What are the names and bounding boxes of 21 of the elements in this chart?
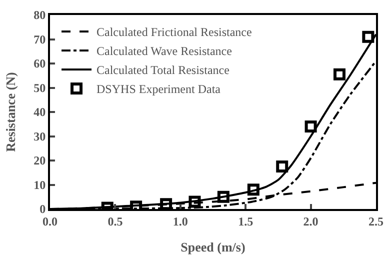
y-tick-label: 20 [34, 154, 46, 168]
y-axis-title: Resistance (N) [3, 72, 18, 152]
x-tick-label: 2.0 [303, 214, 318, 228]
y-tick-label: 30 [34, 129, 46, 144]
legend-label: Calculated Frictional Resistance [96, 25, 252, 40]
x-tick-label: 0.0 [42, 214, 58, 228]
x-tick-label: 2.5 [368, 214, 384, 228]
x-tick-label: 1.0 [172, 214, 188, 228]
x-tick-label: 0.5 [108, 214, 123, 228]
y-tick-label: 70 [34, 32, 46, 46]
legend-label: Calculated Wave Resistance [96, 44, 232, 58]
y-tick-label: 50 [34, 80, 46, 95]
legend-label: Calculated Total Resistance [96, 63, 230, 78]
x-tick-label: 1.5 [238, 214, 254, 228]
legend-label: DSYHS Experiment Data [96, 82, 222, 96]
y-tick-label: 60 [34, 56, 46, 71]
y-tick-label: 10 [34, 178, 46, 192]
y-tick-label: 40 [34, 105, 46, 120]
x-axis-title: Speed (m/s) [180, 240, 246, 254]
y-tick-label: 0 [40, 202, 46, 216]
y-tick-label: 80 [34, 8, 46, 22]
